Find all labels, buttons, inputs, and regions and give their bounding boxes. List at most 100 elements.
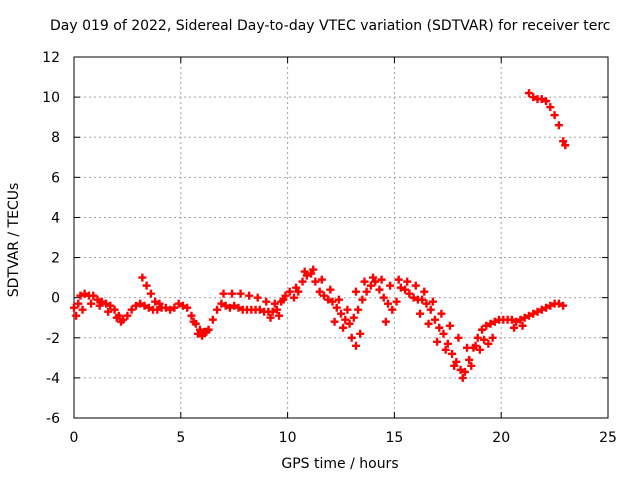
data-point <box>317 275 326 284</box>
data-point <box>475 345 484 354</box>
data-point <box>546 301 555 310</box>
data-point <box>272 305 281 314</box>
data-point <box>351 341 360 350</box>
data-point <box>516 315 525 324</box>
data-point <box>416 309 425 318</box>
data-point <box>554 299 563 308</box>
data-point <box>424 319 433 328</box>
data-point <box>262 297 271 306</box>
data-point <box>529 93 538 102</box>
y-tick-label: -2 <box>46 331 60 347</box>
x-tick-label: 0 <box>70 430 79 446</box>
data-point <box>155 299 164 308</box>
data-point <box>97 297 106 306</box>
data-point <box>437 309 446 318</box>
data-point <box>559 301 568 310</box>
data-point <box>334 295 343 304</box>
data-point <box>403 277 412 286</box>
data-point <box>142 281 151 290</box>
data-point <box>319 291 328 300</box>
data-point <box>512 317 521 326</box>
data-point <box>518 321 527 330</box>
data-point <box>484 339 493 348</box>
data-point <box>554 121 563 130</box>
data-point <box>136 299 145 308</box>
data-point <box>529 309 538 318</box>
data-point <box>234 303 243 312</box>
data-point <box>482 321 491 330</box>
data-point <box>480 335 489 344</box>
data-point <box>279 295 288 304</box>
x-tick-label: 25 <box>599 430 617 446</box>
data-point <box>550 111 559 120</box>
data-point <box>388 305 397 314</box>
data-point <box>166 305 175 314</box>
data-point <box>270 299 279 308</box>
data-point <box>392 297 401 306</box>
data-point <box>520 313 529 322</box>
data-point <box>311 277 320 286</box>
data-point <box>362 287 371 296</box>
data-point <box>102 299 111 308</box>
data-point <box>426 305 435 314</box>
data-point <box>559 137 568 146</box>
data-point <box>381 317 390 326</box>
data-point <box>488 333 497 342</box>
data-point <box>193 329 202 338</box>
data-point <box>486 319 495 328</box>
data-point <box>315 287 324 296</box>
data-point <box>428 297 437 306</box>
y-tick-label: 4 <box>51 210 60 226</box>
x-tick-label: 15 <box>385 430 403 446</box>
x-tick-label: 20 <box>492 430 510 446</box>
data-point <box>236 289 245 298</box>
data-point <box>356 329 365 338</box>
data-point <box>405 289 414 298</box>
data-point <box>473 333 482 342</box>
data-point <box>300 267 309 276</box>
data-point <box>307 269 316 278</box>
data-point <box>76 291 85 300</box>
data-point <box>268 307 277 316</box>
data-point <box>302 271 311 280</box>
data-point <box>341 315 350 324</box>
data-point <box>418 295 427 304</box>
data-point <box>379 293 388 302</box>
y-tick-label: -6 <box>46 411 60 427</box>
data-point <box>477 325 486 334</box>
data-point <box>448 349 457 358</box>
data-point <box>153 305 162 314</box>
data-point <box>456 365 465 374</box>
data-point <box>465 355 474 364</box>
data-point <box>371 277 380 286</box>
data-point <box>351 287 360 296</box>
data-point <box>542 303 551 312</box>
y-tick-label: 10 <box>42 90 60 106</box>
data-point <box>198 331 207 340</box>
data-point <box>213 305 222 314</box>
data-point <box>294 287 303 296</box>
data-point <box>228 289 237 298</box>
data-point <box>202 327 211 336</box>
data-point <box>396 283 405 292</box>
y-tick-label: 12 <box>42 50 60 66</box>
data-point <box>70 303 78 312</box>
data-point <box>217 299 226 308</box>
x-tick-label: 10 <box>279 430 297 446</box>
data-point <box>221 301 230 310</box>
data-point <box>151 297 160 306</box>
data-point <box>131 301 140 310</box>
data-point <box>358 295 367 304</box>
data-point <box>339 323 348 332</box>
data-point <box>93 295 102 304</box>
data-point <box>420 287 429 296</box>
data-point <box>433 337 442 346</box>
data-point <box>542 97 551 106</box>
data-point <box>337 309 345 318</box>
data-point <box>441 345 450 354</box>
data-point <box>467 361 476 370</box>
data-point <box>230 301 239 310</box>
data-point <box>326 285 335 294</box>
x-tick-label: 5 <box>176 430 185 446</box>
data-point <box>87 299 96 308</box>
